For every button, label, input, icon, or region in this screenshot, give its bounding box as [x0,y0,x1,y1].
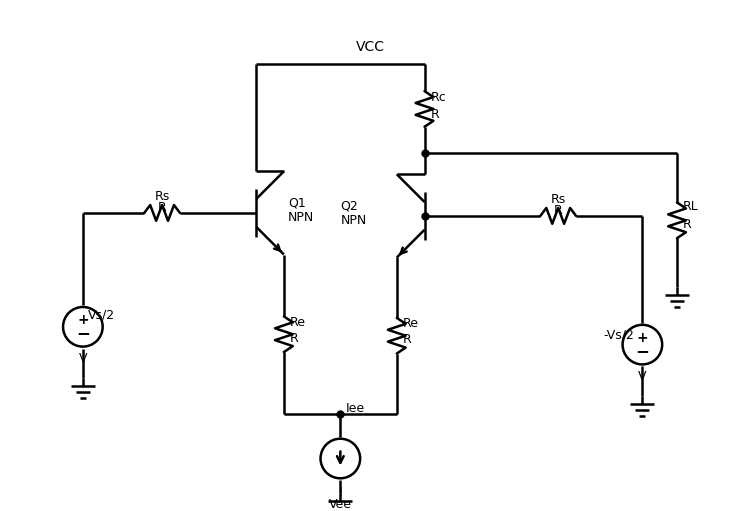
Text: -Vs/2: -Vs/2 [604,328,634,341]
Text: R: R [683,218,692,231]
Text: −: − [76,324,90,342]
Text: NPN: NPN [288,212,314,224]
Text: R: R [554,204,562,218]
Text: R: R [403,333,412,346]
Text: V: V [638,370,646,383]
Text: V: V [79,352,87,365]
Text: +: + [77,313,88,327]
Text: VCC: VCC [356,39,385,54]
Text: Vs/2: Vs/2 [88,309,115,321]
Text: Rs: Rs [550,193,566,205]
Text: Q1: Q1 [288,197,305,210]
Text: Rc: Rc [430,90,446,104]
Text: Q2: Q2 [340,199,358,213]
Text: R: R [430,108,439,122]
Text: R: R [158,201,166,215]
Text: Vee: Vee [328,498,352,510]
Text: Iee: Iee [345,402,364,414]
Text: −: − [635,341,650,360]
Text: NPN: NPN [340,214,367,227]
Text: +: + [637,331,648,345]
Text: Re: Re [290,316,306,329]
Text: I: I [338,485,342,499]
Text: RL: RL [683,200,699,213]
Text: Re: Re [403,317,418,330]
Text: Rs: Rs [154,190,170,202]
Text: R: R [290,332,298,345]
